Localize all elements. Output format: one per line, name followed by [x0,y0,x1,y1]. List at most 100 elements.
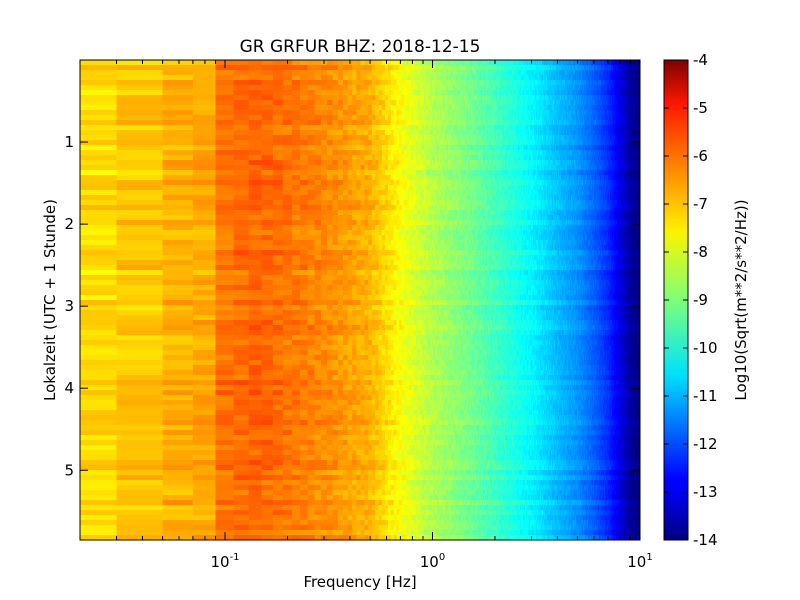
heatmap-cell [216,520,234,525]
heatmap-cell [327,70,333,75]
heatmap-cell [343,440,348,445]
heatmap-cell [193,240,216,245]
heatmap-cell [391,380,394,385]
heatmap-cell [80,155,117,160]
heatmap-cell [283,400,292,405]
heatmap-cell [343,515,348,520]
heatmap-cell [375,520,379,525]
heatmap-cell [283,315,292,320]
heatmap-cell [249,485,262,490]
heatmap-cell [327,395,333,400]
heatmap-cell [333,385,339,390]
heatmap-cell [327,290,333,295]
heatmap-cell [321,515,327,520]
heatmap-cell [375,195,379,200]
heatmap-cell [216,285,234,290]
heatmap-cell [382,160,386,165]
heatmap-cell [315,430,322,435]
heatmap-cell [315,240,322,245]
heatmap-cell [348,165,353,170]
heatmap-cell [80,375,117,380]
heatmap-cell [262,160,274,165]
heatmap-cell [348,495,353,500]
heatmap-cell [382,315,386,320]
heatmap-cell [234,85,249,90]
heatmap-cell [163,500,194,505]
heatmap-cell [163,300,194,305]
heatmap-cell [394,380,397,385]
heatmap-cell [375,100,379,105]
heatmap-cell [338,460,343,465]
heatmap-cell [364,120,368,125]
heatmap-cell [372,325,376,330]
heatmap-cell [352,460,357,465]
heatmap-cell [308,135,315,140]
heatmap-cell [364,185,368,190]
heatmap-cell [361,355,365,360]
heatmap-cell [385,345,388,350]
heatmap-cell [249,385,262,390]
heatmap-cell [262,120,274,125]
heatmap-cell [262,350,274,355]
heatmap-cell [249,340,262,345]
heatmap-cell [361,120,365,125]
heatmap-cell [193,455,216,460]
heatmap-cell [333,435,339,440]
heatmap-cell [273,100,283,105]
heatmap-cell [262,325,274,330]
heatmap-cell [361,455,365,460]
heatmap-cell [80,325,117,330]
heatmap-cell [80,285,117,290]
heatmap-cell [394,300,397,305]
heatmap-cell [300,405,308,410]
heatmap-cell [385,360,388,365]
heatmap-cell [333,520,339,525]
heatmap-cell [382,495,386,500]
heatmap-cell [300,160,308,165]
heatmap-cell [382,255,386,260]
heatmap-cell [379,115,383,120]
heatmap-cell [391,240,394,245]
heatmap-cell [348,185,353,190]
heatmap-cell [234,485,249,490]
heatmap-cell [292,145,301,150]
heatmap-cell [283,260,292,265]
heatmap-cell [327,295,333,300]
heatmap-cell [321,425,327,430]
heatmap-cell [300,180,308,185]
heatmap-cell [308,315,315,320]
heatmap-cell [193,405,216,410]
heatmap-cell [327,265,333,270]
heatmap-cell [364,415,368,420]
heatmap-cell [300,185,308,190]
heatmap-cell [348,455,353,460]
heatmap-cell [193,110,216,115]
heatmap-cell [385,520,388,525]
heatmap-cell [364,330,368,335]
heatmap-cell [80,365,117,370]
heatmap-cell [216,90,234,95]
heatmap-cell [117,65,163,70]
heatmap-cell [338,370,343,375]
heatmap-cell [249,70,262,75]
heatmap-cell [396,175,399,180]
heatmap-cell [300,270,308,275]
heatmap-cell [356,100,361,105]
heatmap-cell [391,355,394,360]
heatmap-cell [273,165,283,170]
heatmap-cell [361,215,365,220]
heatmap-cell [333,455,339,460]
heatmap-cell [394,465,397,470]
heatmap-cell [352,115,357,120]
heatmap-cell [388,100,391,105]
heatmap-cell [216,345,234,350]
heatmap-cell [292,420,301,425]
heatmap-cell [356,465,361,470]
heatmap-cell [385,320,388,325]
heatmap-cell [368,340,372,345]
heatmap-cell [375,415,379,420]
heatmap-cell [327,530,333,535]
heatmap-cell [348,490,353,495]
heatmap-cell [391,495,394,500]
heatmap-cell [327,110,333,115]
